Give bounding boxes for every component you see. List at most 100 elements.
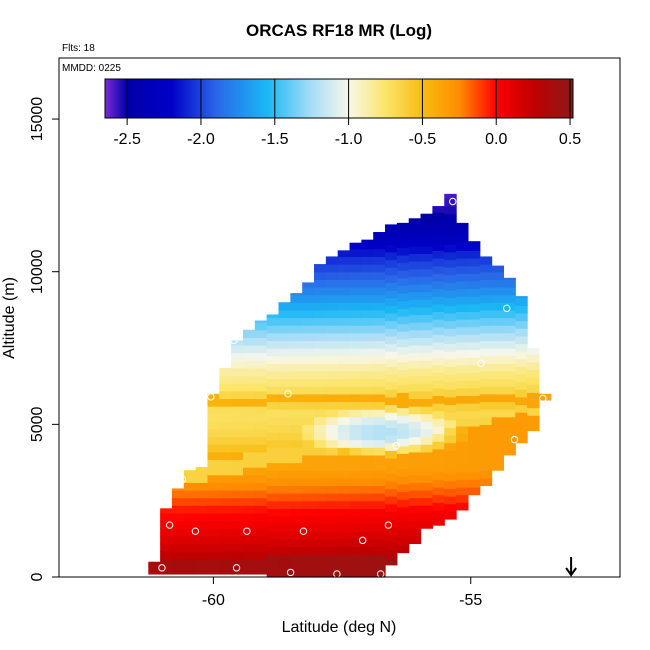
heatmap-cell: [444, 312, 457, 322]
heatmap-cell: [479, 348, 493, 357]
heatmap-cell: [432, 227, 445, 236]
heatmap-cell: [456, 456, 469, 465]
heatmap-cell: [219, 390, 232, 399]
heatmap-cell: [302, 462, 315, 471]
heatmap-cell: [373, 264, 386, 273]
heatmap-cell: [243, 459, 256, 468]
heatmap-cell: [385, 267, 398, 276]
heatmap-cell: [231, 413, 244, 422]
heatmap-cell: [254, 520, 268, 529]
heatmap-cell: [396, 529, 410, 538]
heatmap-cell: [254, 451, 268, 461]
heatmap-cell: [325, 523, 339, 532]
heatmap-cell: [420, 213, 433, 216]
colorbar-tick-label: -2.5: [113, 131, 141, 148]
heatmap-cell: [408, 512, 422, 522]
heatmap-cell: [361, 470, 374, 479]
heatmap-cell: [207, 528, 220, 537]
heatmap-cell: [408, 467, 422, 476]
heatmap-cell: [503, 277, 516, 280]
heatmap-cell: [337, 325, 351, 334]
heatmap-cell: [408, 314, 422, 323]
heatmap-cell: [219, 520, 232, 529]
heatmap-cell: [219, 383, 232, 392]
heatmap-cell: [373, 485, 386, 494]
heatmap-cell: [266, 500, 280, 509]
heatmap-cell: [219, 489, 232, 499]
heatmap-cell: [515, 381, 528, 390]
heatmap-cell: [456, 380, 469, 389]
heatmap-cell: [385, 297, 398, 306]
heatmap-cell: [302, 454, 315, 464]
heatmap-cell: [278, 508, 291, 517]
heatmap-cell: [254, 421, 268, 430]
heatmap-cell: [444, 206, 457, 215]
heatmap-cell: [373, 424, 386, 433]
heatmap-cell: [432, 341, 445, 351]
heatmap-cell: [479, 279, 493, 288]
heatmap-cell: [361, 363, 374, 372]
heatmap-cell: [361, 286, 374, 296]
heatmap-cell: [444, 450, 457, 459]
heatmap-cell: [491, 378, 505, 387]
heatmap-cell: [396, 300, 410, 309]
heatmap-cell: [243, 398, 256, 407]
heatmap-cell: [195, 512, 209, 522]
heatmap-cell: [266, 386, 280, 395]
heatmap-cell: [278, 531, 291, 540]
heatmap-cell: [325, 531, 339, 540]
heatmap-cell: [503, 431, 516, 441]
heatmap-cell: [467, 334, 481, 343]
heatmap-cell: [456, 441, 469, 450]
heatmap-cell: [160, 512, 173, 522]
heatmap-cell: [373, 409, 386, 418]
heatmap-cell: [420, 489, 433, 499]
heatmap-cell: [361, 439, 374, 448]
heatmap-cell: [290, 325, 303, 334]
heatmap-cell: [515, 320, 528, 329]
heatmap-cell: [290, 401, 303, 410]
heatmap-cell: [503, 401, 516, 410]
heatmap-cell: [278, 569, 291, 578]
heatmap-cell: [361, 340, 374, 349]
heatmap-cell: [171, 543, 185, 552]
heatmap-cell: [314, 264, 327, 273]
heatmap-cell: [479, 294, 493, 303]
heatmap-cell: [183, 566, 197, 575]
heatmap-cell: [243, 344, 256, 354]
heatmap-cell: [266, 454, 280, 464]
heatmap-cell: [160, 528, 173, 537]
heatmap-cell: [456, 425, 469, 435]
heatmap-cell: [254, 406, 268, 415]
sample-point: [232, 564, 241, 572]
sample-point: [243, 527, 251, 535]
heatmap-cell: [302, 409, 315, 418]
heatmap-cell: [325, 294, 339, 303]
heatmap-cell: [467, 280, 481, 290]
heatmap-cell: [195, 474, 209, 483]
x-tick-label: -55: [459, 592, 482, 609]
heatmap-cell: [420, 451, 433, 461]
heatmap-cell: [254, 474, 268, 483]
date-annotation: MMDD: 0225: [62, 63, 121, 74]
heatmap-cell: [373, 508, 386, 517]
heatmap-cell: [361, 348, 374, 357]
heatmap-cell: [337, 401, 351, 410]
heatmap-cell: [243, 406, 256, 415]
heatmap-cell: [302, 294, 315, 303]
heatmap-cell: [491, 271, 505, 280]
heatmap-cell: [479, 439, 493, 448]
heatmap-cell: [314, 409, 327, 418]
heatmap-cell: [396, 323, 410, 332]
heatmap-cell: [456, 242, 469, 251]
heatmap-cell: [183, 470, 197, 476]
heatmap-cell: [337, 477, 351, 487]
heatmap-cell: [515, 296, 528, 299]
heatmap-cell: [254, 390, 268, 399]
heatmap-cell: [361, 416, 374, 425]
heatmap-cell: [467, 265, 481, 274]
heatmap-cell: [314, 485, 327, 494]
heatmap-cell: [278, 500, 291, 509]
heatmap-cell: [396, 293, 410, 302]
heatmap-cell: [444, 228, 457, 238]
